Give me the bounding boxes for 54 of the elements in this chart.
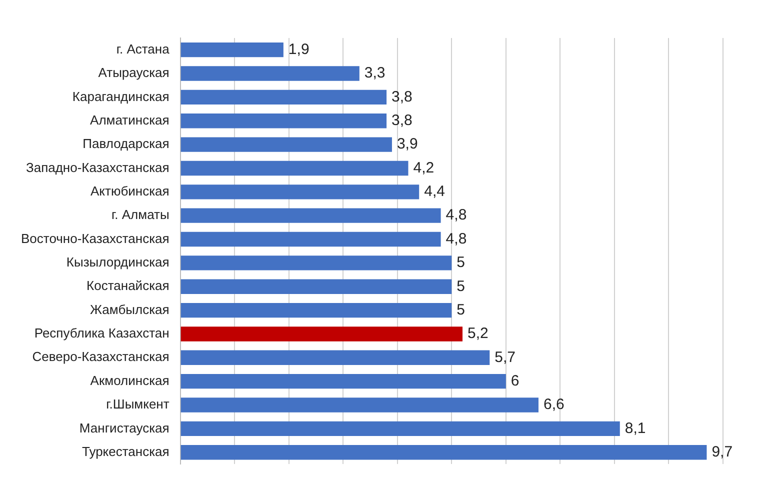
data-label: 3,3 [364, 64, 386, 82]
data-label: 3,8 [392, 88, 412, 106]
y-tick-label: Мангистауская [79, 420, 170, 436]
data-label: 9,7 [712, 444, 733, 460]
y-tick-label: Алматинская [90, 112, 170, 128]
bar [180, 279, 452, 294]
bar [180, 398, 538, 412]
y-tick-label: Павлодарская [82, 136, 170, 152]
data-label: 3,8 [392, 112, 412, 130]
bar [180, 184, 420, 200]
bar [180, 66, 360, 81]
data-label: 4,2 [413, 159, 434, 176]
y-tick-label: Карагандинская [72, 88, 170, 104]
y-tick-label: Восточно-Казахстанская [21, 230, 170, 246]
y-tick-label: Северо-Казахстанская [32, 349, 170, 364]
y-tick-label: Туркестанская [82, 444, 170, 459]
y-tick-label: Акмолинская [90, 372, 170, 388]
bar [180, 160, 408, 176]
data-label: 8,1 [624, 420, 646, 437]
data-label: 6,6 [543, 396, 564, 414]
bar [180, 374, 506, 389]
bar [180, 326, 463, 342]
bar [180, 114, 387, 128]
data-label: 4,8 [446, 230, 467, 248]
y-tick-label: Западно-Казахстанская [26, 160, 170, 175]
data-label: 5 [456, 278, 466, 295]
bar [180, 137, 392, 152]
data-label: 3,9 [396, 136, 418, 153]
bar [180, 445, 707, 460]
data-label: 5,7 [494, 348, 516, 366]
y-tick-label: г.Шымкент [106, 396, 170, 412]
data-label: 4,4 [424, 183, 445, 200]
bar [180, 421, 620, 436]
y-tick-label: г. Астана [116, 41, 170, 56]
y-tick-label: Республика Казахстан [34, 326, 170, 341]
y-tick-label: Костанайская [86, 278, 170, 294]
data-label: 4,8 [446, 206, 467, 224]
data-label: 5,2 [468, 325, 488, 342]
bar [180, 90, 387, 105]
bar [180, 208, 441, 223]
data-label: 5 [456, 254, 466, 272]
data-label: 5 [456, 301, 466, 318]
bar [180, 42, 284, 58]
y-tick-label: Атырауская [98, 65, 170, 80]
data-label: 6 [510, 372, 520, 390]
bar [180, 350, 490, 365]
y-tick-label: Кызылординская [66, 254, 170, 270]
bar [180, 256, 452, 270]
bar [180, 302, 452, 318]
data-label: 1,9 [288, 40, 310, 58]
y-tick-label: Жамбылская [90, 302, 170, 317]
bar [180, 232, 441, 247]
y-tick-label: Актюбинская [90, 183, 170, 198]
y-tick-label: г. Алматы [112, 207, 170, 222]
